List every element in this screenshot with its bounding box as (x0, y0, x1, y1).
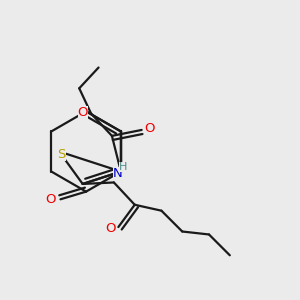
Text: H: H (118, 162, 127, 172)
Text: S: S (57, 148, 66, 161)
Text: O: O (105, 222, 115, 235)
Text: O: O (46, 193, 56, 206)
Text: O: O (78, 106, 88, 118)
Text: O: O (145, 122, 155, 135)
Text: N: N (112, 167, 122, 180)
